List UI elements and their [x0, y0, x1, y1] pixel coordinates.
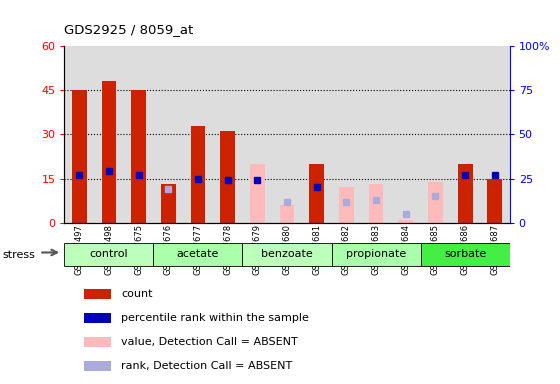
Text: control: control — [90, 249, 128, 260]
Bar — [242, 46, 272, 223]
Bar — [124, 46, 153, 223]
Bar — [131, 90, 146, 223]
Bar — [391, 46, 421, 223]
Bar — [398, 220, 413, 223]
Text: propionate: propionate — [346, 249, 406, 260]
Text: acetate: acetate — [177, 249, 219, 260]
Bar — [161, 184, 176, 223]
FancyBboxPatch shape — [421, 243, 510, 266]
FancyBboxPatch shape — [332, 243, 421, 266]
Text: sorbate: sorbate — [444, 249, 486, 260]
Bar — [480, 46, 510, 223]
Bar — [361, 46, 391, 223]
Text: rank, Detection Call = ABSENT: rank, Detection Call = ABSENT — [121, 361, 292, 371]
Bar — [94, 46, 124, 223]
Bar — [84, 313, 111, 323]
Text: benzoate: benzoate — [261, 249, 313, 260]
Bar — [421, 46, 450, 223]
Bar — [487, 179, 502, 223]
Bar — [332, 46, 361, 223]
Bar — [458, 164, 473, 223]
Bar — [309, 164, 324, 223]
Bar — [279, 205, 295, 223]
FancyBboxPatch shape — [64, 243, 153, 266]
Bar — [84, 337, 111, 347]
Bar — [190, 126, 206, 223]
Bar — [84, 289, 111, 299]
Bar — [72, 90, 87, 223]
Bar — [250, 164, 265, 223]
Bar — [272, 46, 302, 223]
Bar — [153, 46, 183, 223]
Bar — [339, 187, 354, 223]
FancyBboxPatch shape — [153, 243, 242, 266]
Bar — [302, 46, 332, 223]
Bar — [450, 46, 480, 223]
Bar — [64, 46, 94, 223]
Bar — [368, 184, 384, 223]
Bar — [84, 361, 111, 371]
Bar — [101, 81, 116, 223]
Text: GDS2925 / 8059_at: GDS2925 / 8059_at — [64, 23, 194, 36]
Text: percentile rank within the sample: percentile rank within the sample — [121, 313, 309, 323]
Bar — [183, 46, 213, 223]
Text: value, Detection Call = ABSENT: value, Detection Call = ABSENT — [121, 337, 298, 347]
Bar — [428, 182, 443, 223]
Bar — [213, 46, 242, 223]
Text: stress: stress — [3, 250, 36, 260]
Text: count: count — [121, 289, 152, 299]
Bar — [220, 131, 235, 223]
FancyBboxPatch shape — [242, 243, 332, 266]
